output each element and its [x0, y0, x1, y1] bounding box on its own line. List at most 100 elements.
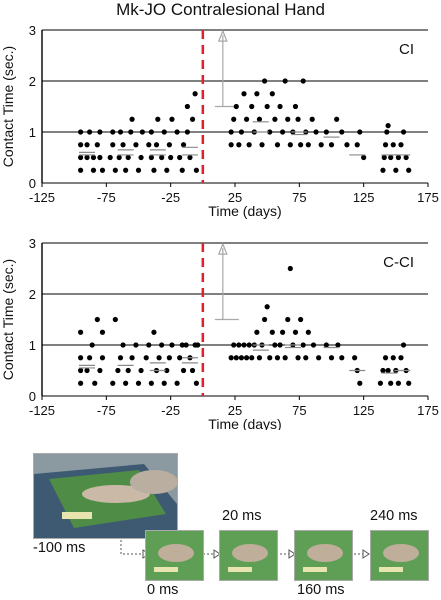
data-point [274, 355, 281, 361]
data-point [192, 91, 198, 97]
data-point [249, 355, 255, 361]
data-point [148, 129, 154, 135]
data-point [138, 154, 144, 161]
main-photo-caption: -100 ms [33, 540, 86, 556]
data-point [138, 367, 144, 374]
data-point [261, 78, 268, 84]
xtick-label: 75 [292, 403, 306, 418]
data-point [78, 142, 84, 148]
data-point [148, 380, 154, 386]
data-point [155, 116, 161, 122]
data-point [305, 142, 311, 148]
xtick-label: 75 [292, 190, 306, 205]
data-point [243, 355, 250, 361]
data-point [164, 367, 170, 374]
data-point [305, 329, 311, 335]
xtick-label: 175 [417, 190, 439, 205]
data-point [309, 116, 315, 122]
data-point [133, 142, 139, 148]
data-point [189, 116, 196, 122]
ytick-label: 3 [29, 236, 36, 251]
data-point [139, 129, 145, 135]
data-point [254, 91, 260, 97]
data-point [323, 129, 329, 135]
data-point [400, 342, 407, 348]
data-point [272, 342, 278, 348]
data-point [125, 367, 131, 374]
data-point [246, 142, 252, 148]
data-point [390, 355, 396, 361]
data-point [151, 329, 157, 335]
data-point [153, 142, 160, 148]
ytick-label: 0 [29, 389, 36, 404]
xtick-label: 25 [228, 190, 242, 205]
data-point [406, 380, 412, 386]
data-point [161, 129, 167, 135]
data-point [241, 342, 247, 348]
data-point [97, 129, 103, 135]
data-point [295, 355, 301, 361]
data-point [99, 355, 106, 361]
data-point [282, 355, 288, 361]
ytick-label: 1 [29, 338, 36, 353]
data-point [180, 367, 187, 374]
data-point [292, 329, 299, 335]
data-point [146, 142, 152, 148]
data-point [129, 116, 135, 122]
data-point [357, 129, 363, 135]
data-point [277, 342, 283, 348]
data-point [267, 355, 273, 361]
data-point [110, 380, 116, 386]
xtick-label: -125 [29, 403, 55, 418]
data-point [110, 129, 116, 135]
data-point [285, 316, 291, 323]
data-point [228, 142, 234, 148]
data-point [84, 142, 90, 148]
data-point [400, 129, 407, 135]
data-point [256, 355, 263, 361]
data-point [128, 129, 134, 135]
data-point [256, 116, 263, 122]
data-point [179, 342, 185, 348]
x-axis-label: Time (days) [208, 416, 281, 430]
data-point [323, 342, 329, 348]
data-point [125, 154, 131, 161]
data-point [352, 355, 358, 361]
data-point [269, 91, 275, 97]
data-point [78, 129, 84, 135]
data-point [117, 129, 124, 135]
data-point [339, 355, 345, 361]
data-point [287, 142, 293, 148]
data-point [403, 154, 409, 161]
data-point [107, 154, 113, 161]
data-point [261, 316, 268, 323]
data-point [282, 78, 288, 84]
data-point [99, 167, 106, 173]
data-point [169, 116, 175, 122]
data-point [166, 142, 172, 148]
y-axis-label: Contact Time (sec.) [0, 46, 16, 167]
data-point [117, 355, 124, 361]
data-point [382, 142, 389, 148]
data-point [292, 103, 299, 110]
data-point [238, 355, 245, 361]
data-point [259, 142, 265, 148]
data-point [161, 380, 167, 386]
data-point [135, 380, 142, 386]
data-point [166, 355, 172, 361]
xtick-label: 25 [228, 403, 242, 418]
data-point [393, 167, 399, 173]
data-point [264, 304, 270, 310]
data-point [385, 367, 391, 374]
data-point [189, 367, 196, 374]
data-point [231, 116, 237, 122]
data-point [159, 342, 165, 348]
data-point [295, 116, 301, 122]
data-point [174, 129, 180, 135]
data-point [228, 129, 234, 135]
xtick-label: -125 [29, 190, 55, 205]
figure-title: Mk-JO Contralesional Hand [116, 0, 325, 19]
data-point [180, 142, 187, 148]
xtick-label: -25 [161, 190, 180, 205]
data-point [183, 342, 189, 348]
